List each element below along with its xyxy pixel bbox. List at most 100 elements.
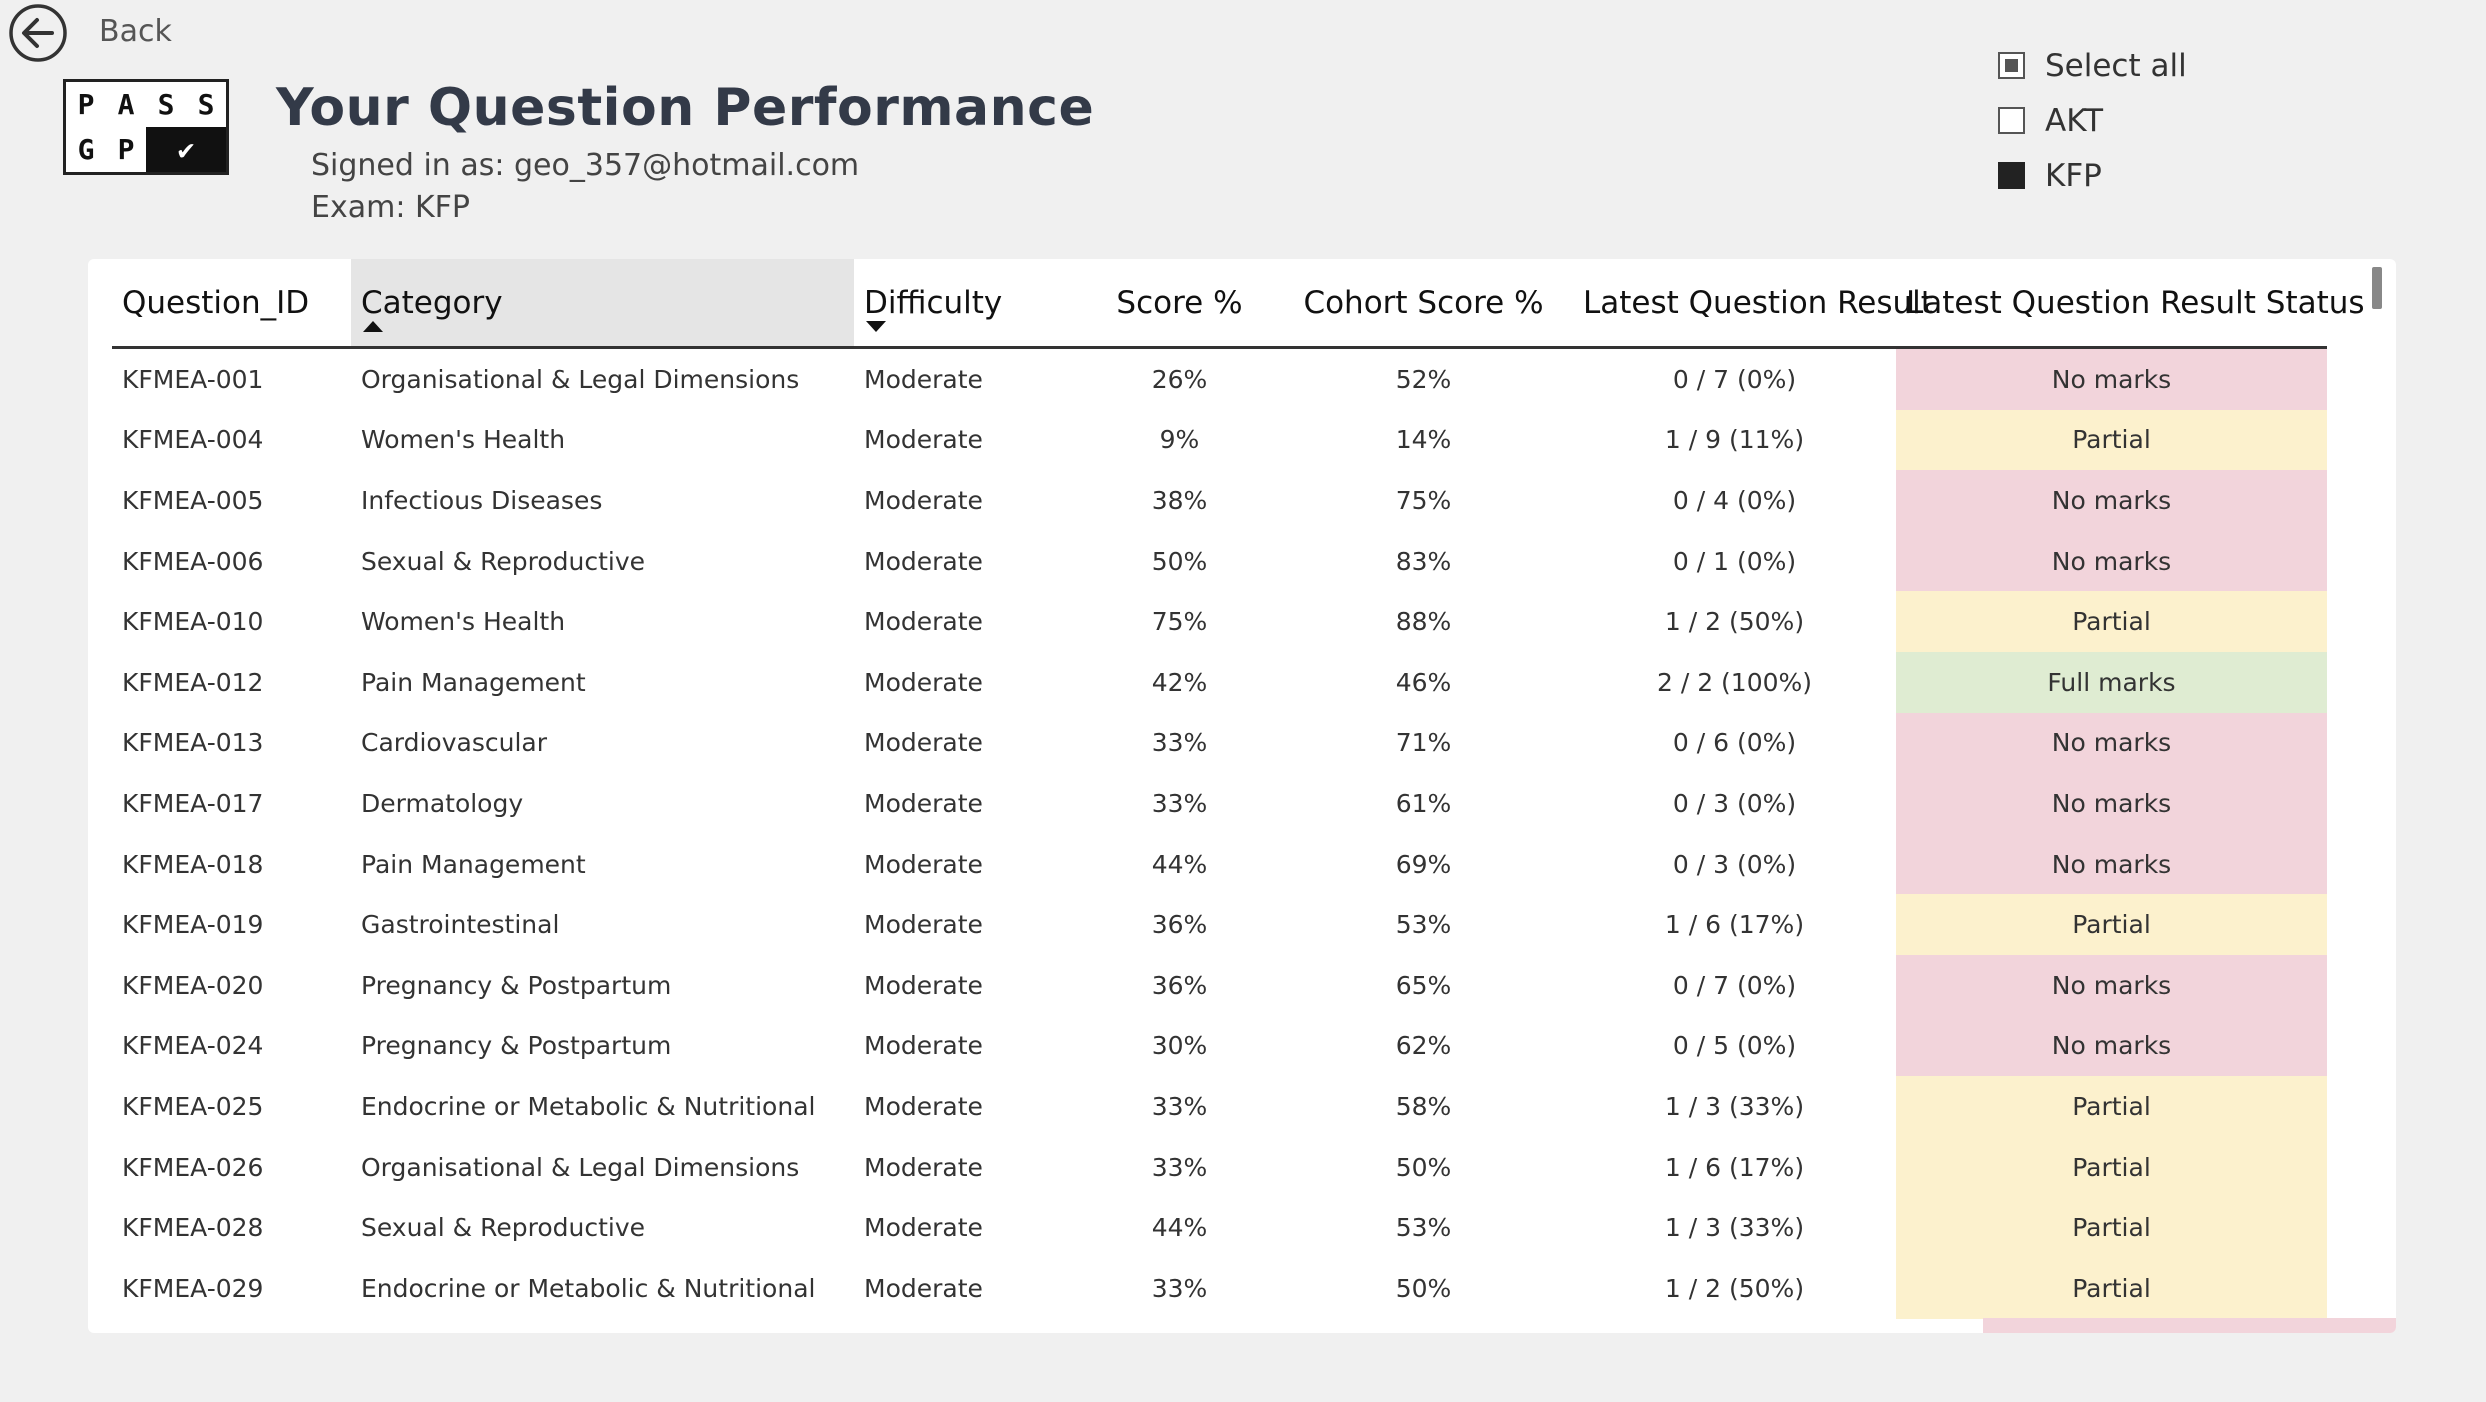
status-cell: Partial xyxy=(1896,1136,2327,1198)
back-button[interactable]: Back xyxy=(8,3,172,63)
category-cell: Pregnancy & Postpartum xyxy=(361,970,672,1000)
status-cell: Full marks xyxy=(1896,651,2327,713)
score-cell: 33% xyxy=(1151,1273,1208,1303)
category-cell: Sexual & Reproductive xyxy=(361,1213,646,1243)
status-cell: Partial xyxy=(1896,1076,2327,1137)
column-header-question-id[interactable]: Question_ID xyxy=(112,259,351,349)
difficulty-cell: Moderate xyxy=(864,1031,983,1061)
status-cell: Partial xyxy=(1896,1257,2327,1319)
category-cell: Endocrine or Metabolic & Nutritional xyxy=(361,1273,816,1303)
table-row[interactable]: KFMEA-026 Organisational & Legal Dimensio… xyxy=(112,1136,2327,1198)
latest-result-cell: 1 / 6 (17%) xyxy=(1664,1152,1805,1182)
filter-option-akt[interactable]: AKT xyxy=(1998,93,2187,148)
cohort-score-cell: 58% xyxy=(1395,1091,1452,1121)
category-cell: Organisational & Legal Dimensions xyxy=(361,364,800,394)
question-id-cell: KFMEA-026 xyxy=(122,1152,264,1182)
status-cell: Partial xyxy=(1896,1197,2327,1258)
cohort-score-cell: 75% xyxy=(1395,485,1452,515)
question-id-cell: KFMEA-019 xyxy=(122,910,264,940)
difficulty-cell: Moderate xyxy=(864,1213,983,1243)
page-title: Your Question Performance xyxy=(276,78,1095,138)
filter-label: AKT xyxy=(2045,102,2104,139)
table-row[interactable]: KFMEA-019 Gastrointestinal Moderate 36% 53% 1… xyxy=(112,894,2327,955)
filter-checkbox[interactable] xyxy=(1998,162,2025,189)
arrow-left-circle-icon[interactable] xyxy=(8,3,68,63)
table-row[interactable]: KFMEA-013 Cardiovascular Moderate 33% 71% 0 /… xyxy=(112,712,2327,774)
score-cell: 33% xyxy=(1151,1152,1208,1182)
latest-result-cell: 0 / 5 (0%) xyxy=(1672,1031,1797,1061)
table-row[interactable]: KFMEA-001 Organisational & Legal Dimensio… xyxy=(112,347,2327,410)
latest-result-cell: 1 / 3 (33%) xyxy=(1664,1213,1805,1243)
cohort-score-cell: 71% xyxy=(1395,728,1452,758)
difficulty-cell: Moderate xyxy=(864,970,983,1000)
question-id-cell: KFMEA-028 xyxy=(122,1213,264,1243)
table-row[interactable]: KFMEA-024 Pregnancy & Postpartum Moderate 3… xyxy=(112,1015,2327,1077)
category-cell: Infectious Diseases xyxy=(361,485,603,515)
category-cell: Dermatology xyxy=(361,788,524,818)
column-header-latest-result[interactable]: Latest Question Result xyxy=(1573,259,1933,349)
status-cell: No marks xyxy=(1896,530,2327,592)
status-cell: No marks xyxy=(1896,1015,2327,1077)
table-row[interactable]: KFMEA-018 Pain Management Moderate 44% 69% 0 … xyxy=(112,833,2327,895)
difficulty-cell: Moderate xyxy=(864,1152,983,1182)
difficulty-cell: Moderate xyxy=(864,546,983,576)
score-cell: 44% xyxy=(1151,1213,1208,1243)
difficulty-cell: Moderate xyxy=(864,1273,983,1303)
cohort-score-cell: 53% xyxy=(1395,910,1452,940)
latest-result-cell: 1 / 2 (50%) xyxy=(1664,607,1805,637)
column-header-score[interactable]: Score % xyxy=(1085,259,1274,349)
cohort-score-cell: 46% xyxy=(1395,667,1452,697)
difficulty-cell: Moderate xyxy=(864,667,983,697)
table-row[interactable]: KFMEA-020 Pregnancy & Postpartum Moderate 3… xyxy=(112,954,2327,1016)
status-cell: No marks xyxy=(1896,954,2327,1016)
category-cell: Pain Management xyxy=(361,849,586,879)
status-cell: Partial xyxy=(1896,591,2327,652)
status-cell: No marks xyxy=(1896,773,2327,834)
exam-text: Exam: KFP xyxy=(311,190,470,225)
vertical-scrollbar[interactable] xyxy=(2372,267,2382,309)
difficulty-cell: Moderate xyxy=(864,607,983,637)
table-row[interactable]: KFMEA-006 Sexual & Reproductive Moderate 50… xyxy=(112,530,2327,592)
table-row[interactable]: KFMEA-004 Women's Health Moderate 9% 14% 1 / … xyxy=(112,409,2327,471)
question-id-cell: KFMEA-010 xyxy=(122,607,264,637)
column-header-category[interactable]: Category xyxy=(351,259,854,349)
table-row[interactable]: KFMEA-017 Dermatology Moderate 33% 61% 0 / 3 … xyxy=(112,773,2327,834)
score-cell: 38% xyxy=(1151,485,1208,515)
score-cell: 9% xyxy=(1159,425,1200,455)
filter-option-select-all[interactable]: Select all xyxy=(1998,38,2187,93)
table-row[interactable]: KFMEA-012 Pain Management Moderate 42% 46% 2 … xyxy=(112,651,2327,713)
sort-descending-icon xyxy=(866,321,886,332)
status-cell: Partial xyxy=(1896,894,2327,955)
latest-result-cell: 0 / 6 (0%) xyxy=(1672,728,1797,758)
score-cell: 33% xyxy=(1151,1091,1208,1121)
question-id-cell: KFMEA-017 xyxy=(122,788,264,818)
check-icon: ✔ xyxy=(146,127,226,172)
filter-label: KFP xyxy=(2045,157,2102,194)
score-cell: 30% xyxy=(1151,1031,1208,1061)
question-id-cell: KFMEA-029 xyxy=(122,1273,264,1303)
difficulty-cell: Moderate xyxy=(864,849,983,879)
latest-result-cell: 1 / 9 (11%) xyxy=(1664,425,1805,455)
signed-in-text: Signed in as: geo_357@hotmail.com xyxy=(311,148,860,183)
question-id-cell: KFMEA-025 xyxy=(122,1091,264,1121)
table-row[interactable]: KFMEA-025 Endocrine or Metabolic & Nutrit… xyxy=(112,1076,2327,1137)
column-header-latest-result-status[interactable]: Latest Question Result Status xyxy=(1896,259,2365,349)
logo-letter: S xyxy=(157,88,175,121)
filter-checkbox[interactable] xyxy=(1998,52,2025,79)
question-id-cell: KFMEA-024 xyxy=(122,1031,264,1061)
logo-letter: G xyxy=(77,133,95,166)
question-id-cell: KFMEA-006 xyxy=(122,546,264,576)
table-row[interactable]: KFMEA-028 Sexual & Reproductive Moderate 44… xyxy=(112,1197,2327,1258)
back-label[interactable]: Back xyxy=(99,13,172,49)
exam-filter: Select all AKT KFP xyxy=(1998,38,2187,203)
filter-checkbox[interactable] xyxy=(1998,107,2025,134)
table-row[interactable]: KFMEA-029 Endocrine or Metabolic & Nutrit… xyxy=(112,1257,2327,1319)
cohort-score-cell: 50% xyxy=(1395,1273,1452,1303)
column-header-cohort-score[interactable]: Cohort Score % xyxy=(1274,259,1573,349)
status-cell: No marks xyxy=(1896,712,2327,774)
column-header-difficulty[interactable]: Difficulty xyxy=(854,259,1085,349)
score-cell: 44% xyxy=(1151,849,1208,879)
table-row[interactable]: KFMEA-010 Women's Health Moderate 75% 88% 1 /… xyxy=(112,591,2327,652)
filter-option-kfp[interactable]: KFP xyxy=(1998,148,2187,203)
table-row[interactable]: KFMEA-005 Infectious Diseases Moderate 38% 7… xyxy=(112,470,2327,531)
